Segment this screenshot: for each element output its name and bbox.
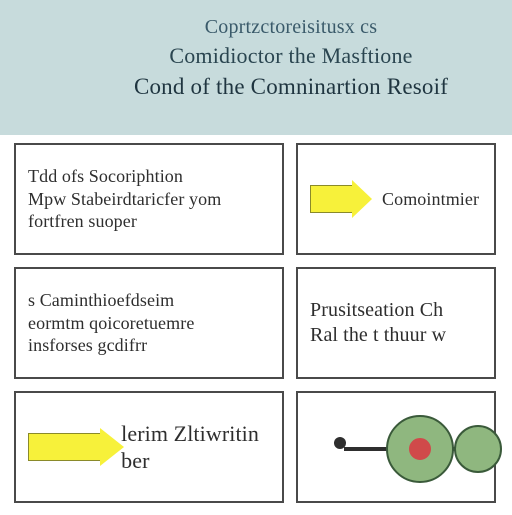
r1c1-line2: Mpw Stabeirdtaricfer yom bbox=[28, 189, 221, 209]
cell-r1c2: Comointmier bbox=[296, 143, 496, 255]
arrow-right-icon bbox=[310, 180, 372, 218]
r1c2-arrow-row: Comointmier bbox=[310, 155, 482, 243]
header-line-1: Coprtzctoreisitusx cs bbox=[90, 14, 492, 41]
content-grid: Tdd ofs Socoriphtion Mpw Stabeirdtaricfe… bbox=[0, 135, 512, 515]
cell-r1c1-text: Tdd ofs Socoriphtion Mpw Stabeirdtaricfe… bbox=[28, 165, 270, 233]
r1c1-line3: fortfren suoper bbox=[28, 211, 137, 231]
r2c1-line1: s Caminthioefdseim bbox=[28, 290, 174, 310]
cell-r2c1: s Caminthioefdseim eormtm qoicoretuemre … bbox=[14, 267, 284, 379]
header-line-2: Comidioctor the Masftione bbox=[90, 41, 492, 71]
header-line-3: Cond of the Comninartion Resoif bbox=[90, 71, 492, 102]
cell-r1c1: Tdd ofs Socoriphtion Mpw Stabeirdtaricfe… bbox=[14, 143, 284, 255]
r3c1-label: lerim Zltiwritin ber bbox=[111, 420, 270, 475]
r1c1-line1: Tdd ofs Socoriphtion bbox=[28, 166, 183, 186]
r3c1-arrow-row: lerim Zltiwritin ber bbox=[28, 403, 270, 491]
arrow-right-icon bbox=[28, 428, 111, 466]
node-diagram bbox=[310, 403, 482, 491]
r2c2-line1: Prusitseation Ch bbox=[310, 299, 443, 321]
header-banner: Coprtzctoreisitusx cs Comidioctor the Ma… bbox=[0, 0, 512, 135]
r2c1-line2: eormtm qoicoretuemre bbox=[28, 313, 194, 333]
cell-r3c1: lerim Zltiwritin ber bbox=[14, 391, 284, 503]
cell-r2c2: Prusitseation Ch Ral the t thuur w bbox=[296, 267, 496, 379]
cell-r3c2 bbox=[296, 391, 496, 503]
r2c2-line2: Ral the t thuur w bbox=[310, 324, 446, 346]
cell-r2c1-text: s Caminthioefdseim eormtm qoicoretuemre … bbox=[28, 289, 270, 357]
r1c2-label: Comointmier bbox=[372, 188, 479, 211]
cell-r2c2-text: Prusitseation Ch Ral the t thuur w bbox=[310, 298, 482, 348]
r2c1-line3: insforses gcdifrr bbox=[28, 335, 147, 355]
